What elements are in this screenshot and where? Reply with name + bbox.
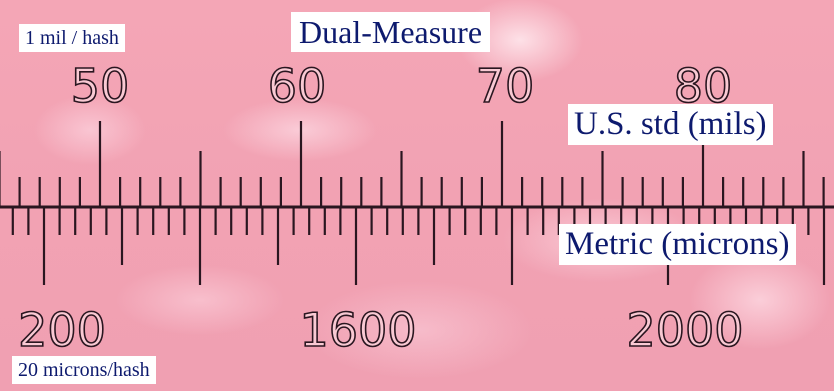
us-scale-ticks: [0, 121, 825, 207]
metric-hash-note: 20 microns/hash: [12, 356, 156, 384]
metric-scale-label: Metric (microns): [559, 224, 796, 265]
us-hash-note: 1 mil / hash: [19, 24, 125, 52]
metric-number-200: 200: [18, 303, 106, 357]
metric-scale-ticks: [11, 207, 826, 285]
metric-number-2000: 2000: [626, 303, 743, 357]
us-number-60: 60: [268, 59, 327, 113]
us-scale-label: U.S. std (mils): [568, 104, 773, 145]
metric-number-1600: 1600: [299, 303, 416, 357]
page-title: Dual-Measure: [291, 12, 491, 52]
us-number-50: 50: [71, 59, 130, 113]
us-number-70: 70: [476, 59, 535, 113]
